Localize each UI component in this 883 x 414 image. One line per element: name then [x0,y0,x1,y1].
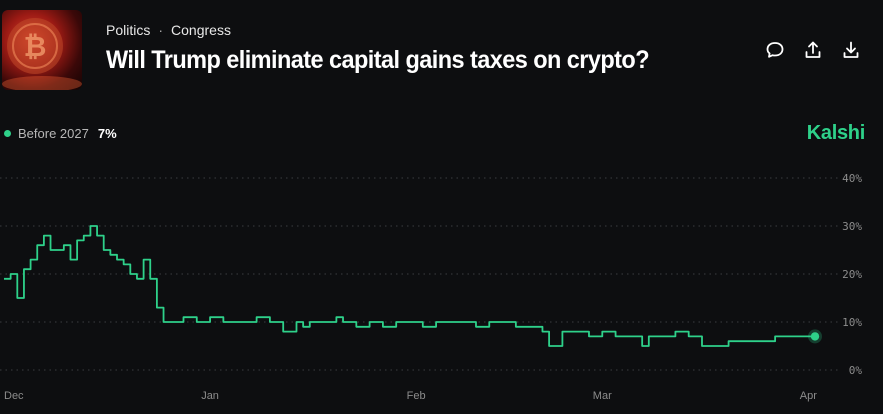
chart-series [4,225,822,347]
legend-label: Before 2027 [18,126,89,141]
market-header: Politics · Congress Will Trump eliminate… [106,22,684,75]
x-tick-label: Apr [800,390,817,402]
page-title: Will Trump eliminate capital gains taxes… [106,46,650,74]
x-tick-label: Dec [4,390,24,402]
download-icon[interactable] [841,40,861,60]
series-line [4,225,815,347]
x-axis: Dec Jan Feb Mar Apr [4,390,817,402]
breadcrumb-subcategory[interactable]: Congress [171,22,231,38]
market-thumbnail: ₿ [2,10,82,90]
y-axis: 40% 30% 20% 10% 0% [842,172,862,377]
share-icon[interactable] [803,40,823,60]
y-tick-label: 0% [849,364,863,377]
x-tick-label: Jan [201,390,219,402]
legend-color-dot [4,130,11,137]
x-tick-label: Feb [407,390,426,402]
chart-legend: Before 2027 7% [4,126,117,141]
last-point-marker [810,332,820,341]
breadcrumb-separator: · [158,22,164,38]
bitcoin-coin-image: ₿ [2,18,82,90]
legend-value: 7% [97,126,117,141]
x-tick-label: Mar [593,390,612,402]
header-actions [765,40,861,60]
chart-grid [0,177,838,371]
y-tick-label: 10% [842,316,862,329]
breadcrumb-category[interactable]: Politics [106,22,151,38]
svg-text:₿: ₿ [24,30,47,63]
y-tick-label: 40% [842,172,862,185]
kalshi-logo[interactable]: Kalshi [806,122,866,144]
y-tick-label: 30% [842,220,862,233]
breadcrumb: Politics · Congress [106,22,684,38]
comment-icon[interactable] [765,40,785,60]
y-tick-label: 20% [842,268,862,281]
